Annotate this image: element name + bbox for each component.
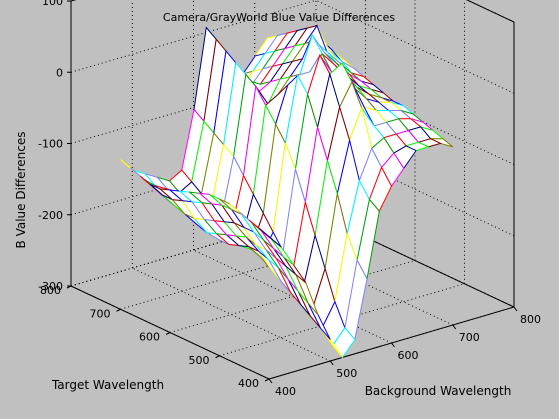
z-tick-label-3: -200 (38, 209, 63, 222)
x-tick-mark-4 (513, 306, 518, 312)
grid-floor-y-0 (268, 306, 515, 380)
y-axis-label: Target Wavelength (51, 378, 164, 392)
grid-backwall-z-3 (70, 0, 317, 73)
grid-rightwall-z-4 (465, 0, 515, 23)
z-tick-label-1: 0 (56, 66, 63, 79)
x-tick-label-2: 600 (398, 349, 419, 362)
x-axis-label: Background Wavelength (365, 384, 512, 398)
x-tick-mark-0 (268, 378, 273, 384)
y-tick-label-0: 400 (238, 377, 259, 390)
grid-rightwall-z-3 (315, 0, 515, 94)
grid-floor-y-1 (219, 283, 465, 357)
x-tick-label-1: 500 (336, 367, 357, 380)
grid-rightwall-z-2 (315, 71, 515, 165)
grid-floor-x-0 (70, 285, 270, 380)
z-axis-label: B Value Differences (14, 132, 28, 249)
y-tick-mark-2 (165, 332, 171, 335)
back-top-edge-left (70, 0, 77, 2)
x-tick-mark-2 (391, 342, 395, 348)
surface-mesh (120, 24, 454, 359)
chart-title: Camera/GrayWorld Blue Value Differences (163, 11, 395, 24)
grid-rightwall-z-0 (315, 213, 515, 308)
z-tick-label-0: 100 (42, 0, 63, 8)
x-tick-label-3: 700 (459, 331, 480, 344)
y-tick-mark-0 (264, 378, 270, 382)
y-tick-mark-3 (116, 308, 121, 312)
grid-floor-x-2 (193, 249, 392, 344)
mesh-cell-0-0 (258, 227, 282, 248)
y-tick-label-4: 800 (40, 284, 61, 297)
y-tick-mark-1 (215, 355, 220, 359)
grid-floor-x-3 (254, 231, 453, 326)
x-tick-label-0: 400 (275, 385, 296, 398)
grid-floor-y-2 (169, 260, 416, 333)
y-tick-label-3: 700 (90, 307, 111, 320)
z-tick-label-4: -300 (38, 280, 63, 293)
x-tick-mark-3 (452, 324, 457, 330)
x-tick-mark-1 (329, 360, 334, 366)
grid-rightwall-z-1 (315, 142, 515, 237)
grid-backwall-z-4 (70, 0, 77, 2)
x-tick-label-4: 800 (520, 313, 541, 326)
z-tick-label-2: -100 (38, 138, 63, 151)
grid-floor-x-1 (132, 267, 331, 362)
y-tick-label-2: 600 (139, 331, 160, 344)
y-tick-label-1: 500 (189, 354, 210, 367)
tick-labels: 400 500 600 700 800 400 500 600 700 800 100 0 -100 -2… (38, 0, 541, 398)
